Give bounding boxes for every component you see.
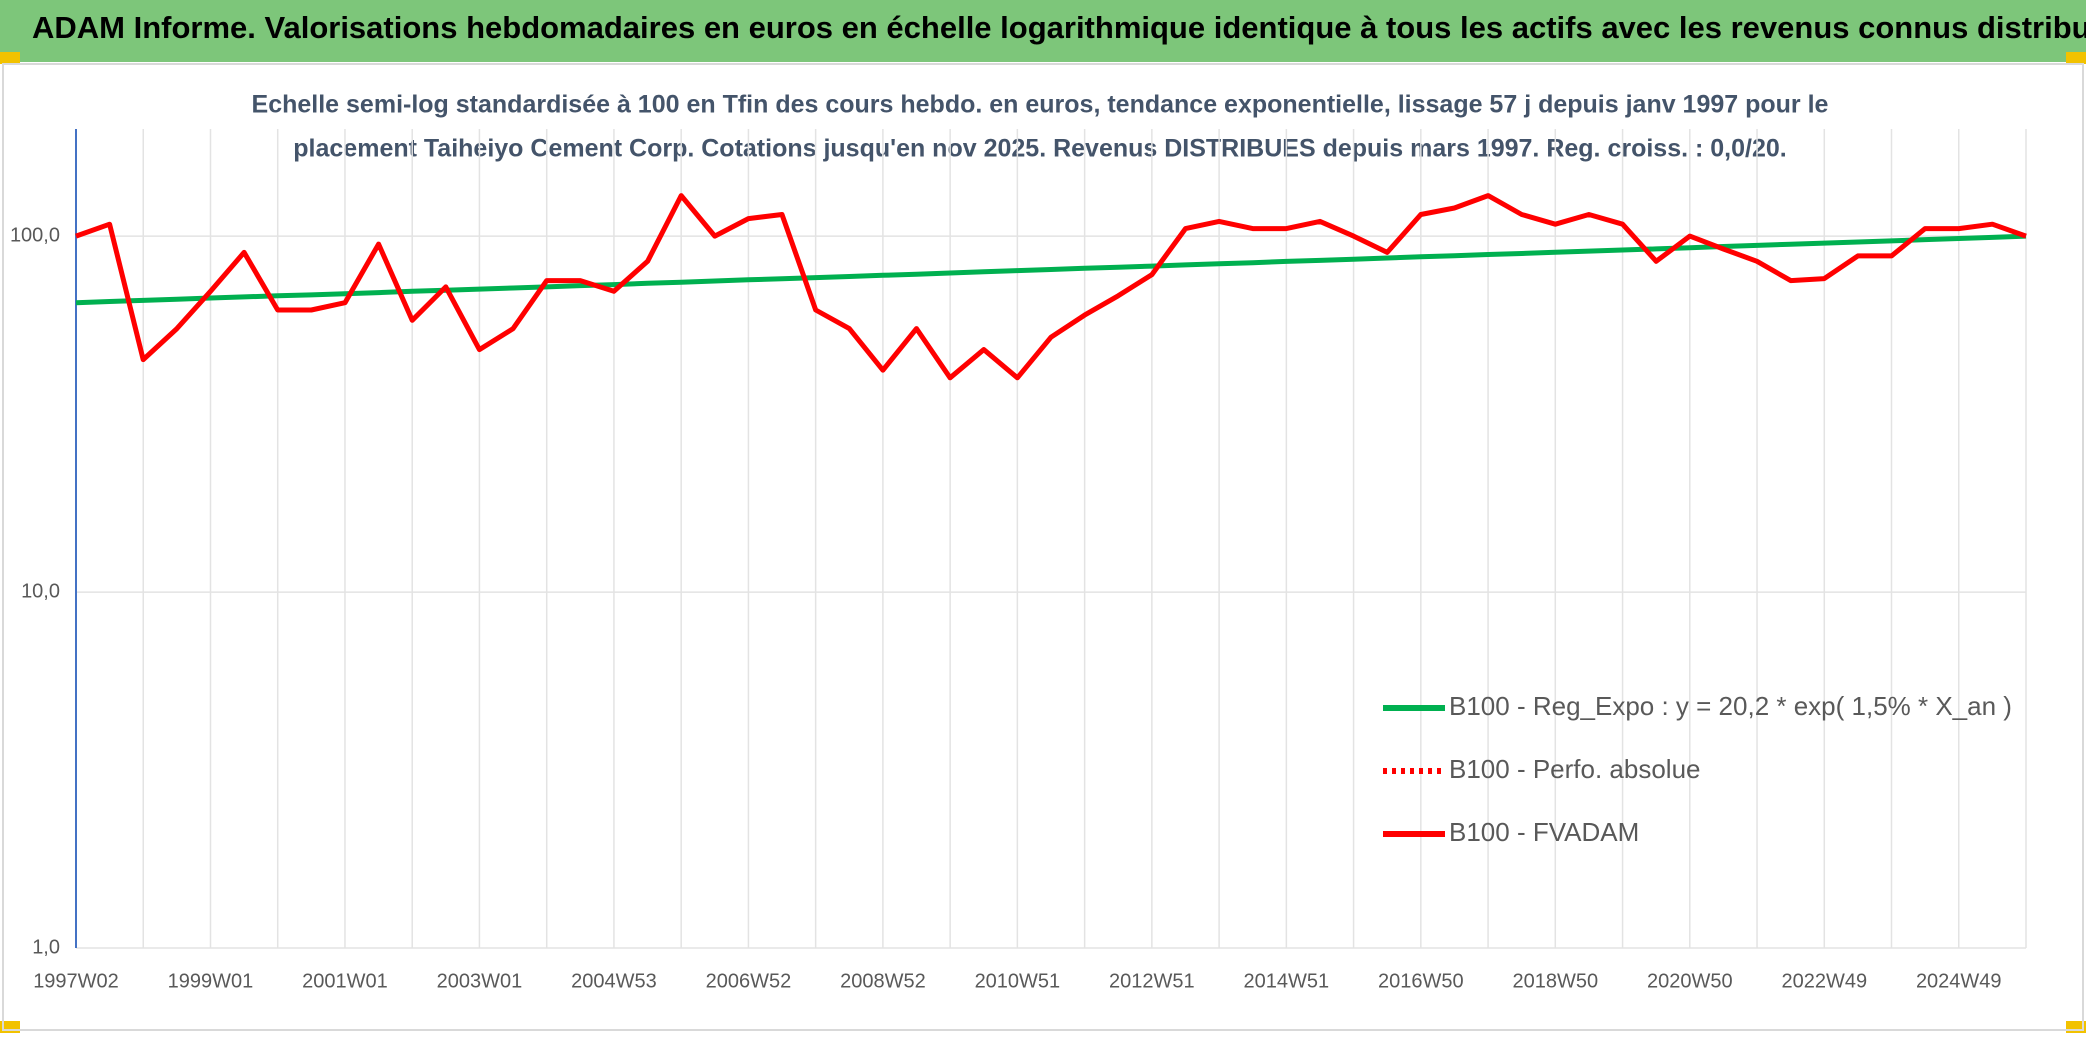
x-tick-label: 2014W51 bbox=[1244, 970, 1330, 992]
corner bbox=[2066, 52, 2086, 64]
y-tick-label: 100,0 bbox=[10, 224, 60, 246]
legend-label: B100 - Reg_Expo : y = 20,2 * exp( 1,5% *… bbox=[1449, 691, 2012, 721]
x-tick-label: 2006W52 bbox=[706, 970, 792, 992]
x-tick-label: 2022W49 bbox=[1781, 970, 1867, 992]
x-tick-label: 2020W50 bbox=[1647, 970, 1733, 992]
legend-label: B100 - FVADAM bbox=[1449, 817, 1639, 847]
chart-subtitle: Echelle semi-log standardisée à 100 en T… bbox=[252, 91, 1829, 119]
x-tick-label: 2012W51 bbox=[1109, 970, 1195, 992]
x-tick-label: 2008W52 bbox=[840, 970, 926, 992]
x-tick-label: 2004W53 bbox=[571, 970, 657, 992]
x-tick-label: 2001W01 bbox=[302, 970, 388, 992]
frame bbox=[2, 63, 2084, 1031]
y-tick-label: 1,0 bbox=[32, 936, 60, 958]
x-tick-label: 2016W50 bbox=[1378, 970, 1464, 992]
x-tick-label: 1999W01 bbox=[168, 970, 254, 992]
x-tick-label: 2003W01 bbox=[437, 970, 523, 992]
header-bar bbox=[0, 0, 2086, 62]
chart-title: ADAM Informe. Valorisations hebdomadaire… bbox=[32, 10, 2086, 45]
x-tick-label: 2010W51 bbox=[975, 970, 1061, 992]
series-line bbox=[75, 233, 2027, 306]
x-tick-label: 2018W50 bbox=[1512, 970, 1598, 992]
x-tick-label: 2024W49 bbox=[1916, 970, 2002, 992]
y-tick-label: 10,0 bbox=[21, 580, 60, 602]
legend-label: B100 - Perfo. absolue bbox=[1449, 754, 1701, 784]
x-tick-label: 1997W02 bbox=[33, 970, 119, 992]
chart-subtitle: placement Taiheiyo Cement Corp. Cotation… bbox=[293, 135, 1786, 163]
series-line bbox=[75, 193, 2027, 381]
corner bbox=[0, 52, 20, 64]
